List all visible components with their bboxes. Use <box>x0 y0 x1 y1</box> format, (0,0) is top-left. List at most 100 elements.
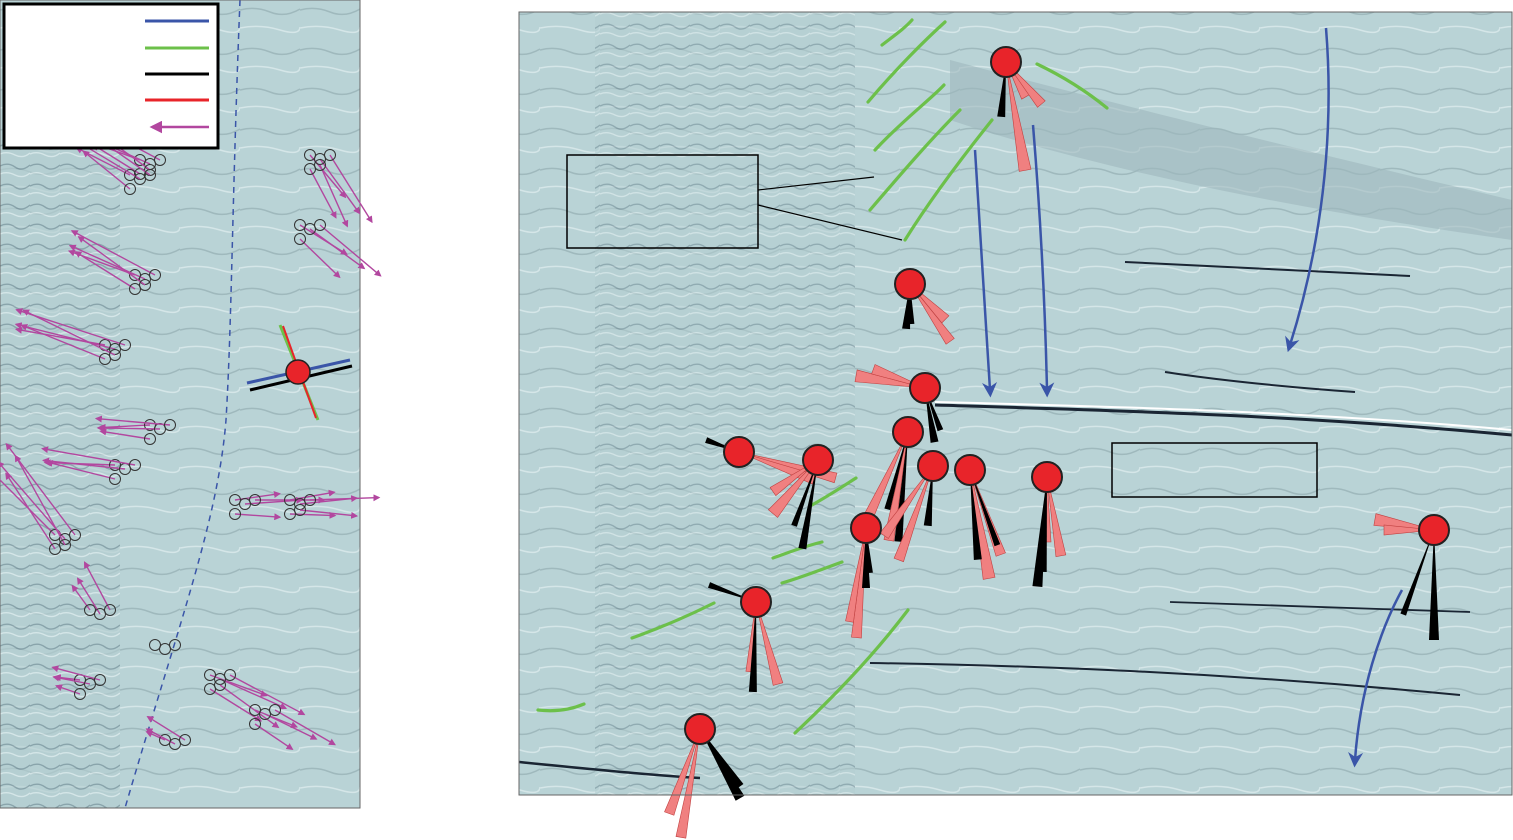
vector-cluster <box>94 415 176 445</box>
crevasse-trace <box>810 476 858 507</box>
vector-arrow <box>55 684 81 695</box>
measurement-point-icon <box>314 153 326 165</box>
vector-arrow <box>98 423 151 431</box>
station-marker-icon <box>894 268 926 300</box>
vector-arrow <box>264 713 318 740</box>
crevasse-trace <box>868 108 962 212</box>
vector-arrow <box>5 472 56 550</box>
measurement-point-icon <box>154 154 166 166</box>
measurement-point-icon <box>129 459 141 471</box>
rose-wedge-pale <box>883 431 909 542</box>
measurement-point-icon <box>259 708 271 720</box>
station-marker-icon <box>723 436 755 468</box>
vector-arrow <box>309 494 381 502</box>
station-rose <box>954 454 1006 580</box>
station-marker-icon <box>850 512 882 544</box>
vector-cluster <box>71 561 116 620</box>
vector-cluster <box>51 665 106 700</box>
station-rose <box>854 364 944 443</box>
rose-wedge-dark <box>700 729 745 801</box>
rift-main-highlight <box>934 401 1513 431</box>
vector-arrow <box>45 460 116 480</box>
profile-dashed-line <box>124 0 241 809</box>
vector-arrow <box>74 251 136 290</box>
vector-arrow <box>77 577 101 615</box>
vector-cluster <box>294 219 382 279</box>
measurement-point-icon <box>159 734 171 746</box>
measurement-point-icon <box>134 173 146 185</box>
left-panel <box>0 0 382 809</box>
vector-arrow <box>146 715 186 741</box>
crevasse-trace <box>866 20 947 104</box>
measurement-point-icon <box>144 169 156 181</box>
measurement-point-icon <box>109 349 121 361</box>
measurement-point-icon <box>304 494 316 506</box>
vector-arrow <box>92 144 141 175</box>
vector-arrow <box>94 415 171 426</box>
inset-box-right <box>1111 442 1318 498</box>
station-rose <box>664 713 745 839</box>
measurement-point-icon <box>294 219 306 231</box>
measurement-point-icon <box>314 159 326 171</box>
station-rose <box>894 268 955 345</box>
left-rough-terrain <box>0 140 120 808</box>
rose-wedge-pale <box>664 728 701 816</box>
measurement-point-icon <box>99 353 111 365</box>
station-rose <box>1031 461 1067 588</box>
measurement-point-icon <box>84 604 96 616</box>
station-marker-icon <box>740 586 772 618</box>
rose-wedge-pale <box>1005 61 1032 172</box>
station-marker-icon <box>802 444 834 476</box>
measurement-point-icon <box>139 279 151 291</box>
measurement-point-icon <box>204 683 216 695</box>
vector-arrow <box>209 688 263 722</box>
left-station-icon <box>285 359 311 385</box>
measurement-point-icon <box>84 678 96 690</box>
measurement-point-icon <box>109 473 121 485</box>
rose-wedge-dark <box>970 470 1001 547</box>
vector-arrow <box>52 674 91 685</box>
measurement-point-icon <box>294 498 306 510</box>
station-marker-icon <box>954 454 986 486</box>
crevasse-trace <box>873 83 946 152</box>
vector-arrow <box>77 235 146 286</box>
measurement-point-icon <box>124 169 136 181</box>
vector-arrow <box>71 584 91 611</box>
measurement-point-icon <box>179 734 191 746</box>
vector-cluster <box>284 489 381 520</box>
vector-cluster <box>67 230 161 295</box>
left-station-marker <box>246 324 353 421</box>
measurement-point-icon <box>224 669 236 681</box>
station-marker-icon <box>909 372 941 404</box>
vector-arrow <box>41 446 136 466</box>
measurement-point-icon <box>144 419 156 431</box>
measurement-point-icon <box>169 639 181 651</box>
measurement-point-icon <box>169 738 181 750</box>
vector-cluster <box>149 639 181 655</box>
legend-box <box>2 2 220 150</box>
vector-arrow <box>319 158 361 215</box>
vector-arrow <box>254 723 294 750</box>
vector-arrow <box>234 513 282 521</box>
vector-cluster <box>14 308 131 365</box>
right-panel <box>518 11 1513 839</box>
crevasse-trace <box>536 702 586 713</box>
measurement-point-icon <box>294 504 306 516</box>
measurement-point-icon <box>249 704 261 716</box>
measurement-point-icon <box>59 539 71 551</box>
flow-direction-arrow-icon <box>1285 27 1330 353</box>
measurement-point-icon <box>304 223 316 235</box>
station-marker-icon <box>1418 514 1450 546</box>
crevasse-trace <box>880 18 914 47</box>
station-marker-icon <box>917 450 949 482</box>
vector-arrow <box>319 164 349 228</box>
legend <box>2 2 220 150</box>
inset-box-left <box>566 154 759 249</box>
measurement-point-icon <box>284 494 296 506</box>
measurement-point-icon <box>159 643 171 655</box>
rifts-group <box>518 261 1513 780</box>
measurement-point-icon <box>134 154 146 166</box>
crevasse-trace <box>903 118 994 242</box>
vector-arrow <box>96 424 161 432</box>
vector-arrow <box>51 665 101 681</box>
